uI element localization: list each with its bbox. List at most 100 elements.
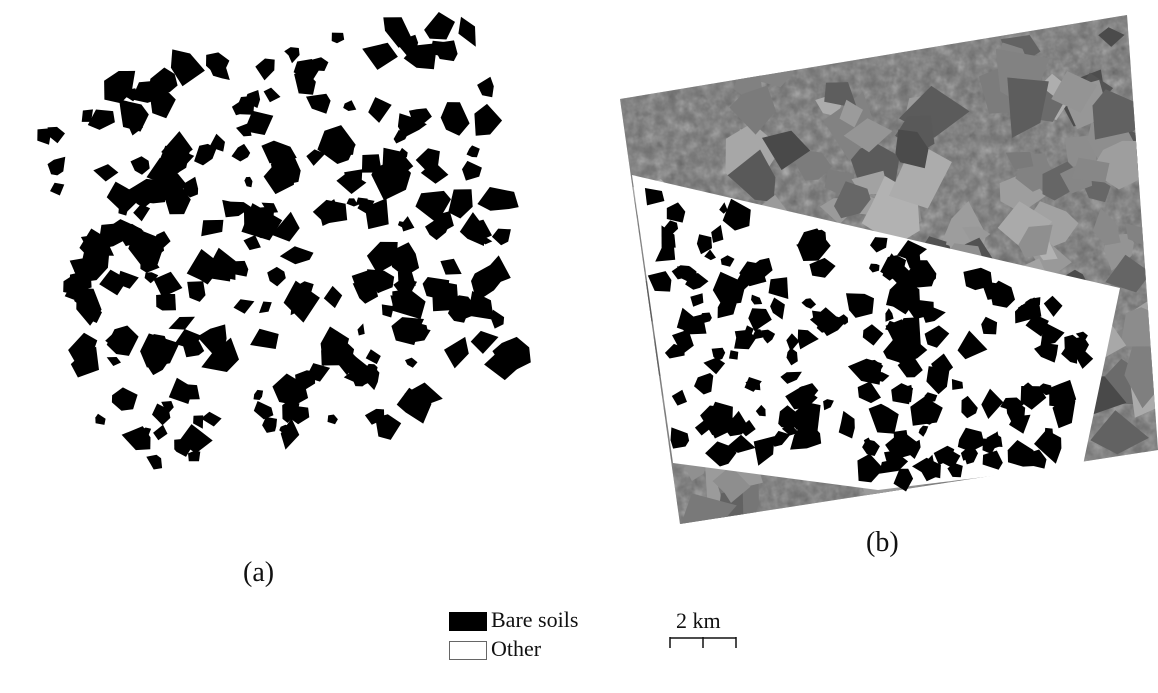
field-patch xyxy=(982,450,1003,470)
field-patch xyxy=(786,347,798,366)
field-patch xyxy=(351,374,367,387)
field-patch xyxy=(153,271,183,298)
field-patch xyxy=(1120,307,1158,347)
field-patch xyxy=(185,433,202,450)
field-patch xyxy=(862,439,880,456)
field-patch xyxy=(161,401,174,415)
field-patch xyxy=(809,257,836,278)
field-patch xyxy=(259,301,272,314)
field-patch xyxy=(1025,314,1049,337)
field-patch xyxy=(491,309,505,329)
field-patch xyxy=(201,337,239,372)
field-patch xyxy=(1009,414,1031,434)
field-patch xyxy=(262,416,277,433)
field-patch xyxy=(886,282,913,308)
field-patch xyxy=(123,88,139,102)
field-patch xyxy=(364,408,385,425)
bare-soil-patches-a xyxy=(37,12,531,470)
field-patch xyxy=(905,253,921,272)
field-patch xyxy=(244,176,253,188)
field-patch xyxy=(803,229,827,250)
field-patch xyxy=(666,202,686,223)
field-patch xyxy=(424,12,455,40)
field-patch xyxy=(846,293,874,318)
field-patch xyxy=(834,181,871,219)
field-patch xyxy=(655,246,676,262)
field-patch xyxy=(1092,208,1121,246)
field-patch xyxy=(182,337,205,358)
field-patch xyxy=(893,468,914,492)
field-patch xyxy=(1074,348,1094,369)
field-patch xyxy=(672,329,694,355)
field-patch xyxy=(383,17,412,48)
field-patch xyxy=(1020,386,1047,410)
field-patch xyxy=(255,58,275,81)
field-patch xyxy=(127,116,143,136)
field-patch xyxy=(243,235,261,251)
field-patch xyxy=(194,143,217,166)
field-patch xyxy=(149,87,176,119)
field-patch xyxy=(724,298,737,313)
field-patch xyxy=(793,149,832,181)
field-patch xyxy=(37,128,52,145)
field-patch xyxy=(491,228,511,246)
field-patch xyxy=(95,413,106,425)
field-patch xyxy=(726,434,756,453)
field-patch xyxy=(329,330,344,346)
field-patch xyxy=(362,42,398,70)
field-patch xyxy=(1052,399,1076,429)
field-patch xyxy=(957,330,988,360)
field-patch xyxy=(467,291,494,320)
field-patch xyxy=(801,298,817,309)
field-patch xyxy=(678,314,707,335)
field-patch xyxy=(121,426,151,451)
field-patch xyxy=(365,198,389,230)
field-patch xyxy=(790,417,822,450)
field-patch xyxy=(156,180,174,201)
field-patch xyxy=(796,241,815,256)
field-patch xyxy=(786,333,800,352)
field-patch xyxy=(744,377,762,392)
field-patch xyxy=(823,399,834,411)
field-patch xyxy=(415,148,440,171)
field-patch xyxy=(696,234,712,255)
field-patch xyxy=(477,187,519,211)
field-patch xyxy=(146,349,162,367)
field-patch xyxy=(462,160,482,181)
field-patch xyxy=(69,269,92,294)
field-patch xyxy=(685,273,709,290)
field-patch xyxy=(837,314,849,325)
field-patch xyxy=(470,330,499,354)
field-patch xyxy=(357,323,365,336)
field-patch xyxy=(1092,89,1155,140)
field-patch xyxy=(267,266,286,287)
field-patch xyxy=(1000,397,1025,412)
field-patch xyxy=(335,141,355,156)
field-patch xyxy=(47,156,66,176)
field-patch xyxy=(148,67,178,93)
field-patch xyxy=(405,357,418,368)
field-patch xyxy=(415,190,451,224)
field-patch xyxy=(161,131,193,163)
field-patch xyxy=(771,430,791,447)
field-patch xyxy=(661,225,676,248)
field-patch xyxy=(870,237,888,253)
field-patch xyxy=(382,147,414,182)
field-patch xyxy=(1015,305,1042,324)
bare-soil-patches-b xyxy=(644,188,1094,492)
field-patch xyxy=(244,110,274,135)
field-patch xyxy=(1005,151,1034,170)
field-patch xyxy=(1051,71,1098,113)
field-patch xyxy=(897,339,928,364)
field-patch xyxy=(1037,383,1052,396)
field-patch xyxy=(894,384,913,403)
field-patch xyxy=(647,271,672,292)
field-patch xyxy=(309,57,329,71)
field-patch xyxy=(918,425,929,437)
field-patch xyxy=(813,307,848,337)
field-patch xyxy=(346,198,358,207)
field-patch xyxy=(323,285,343,309)
field-patch xyxy=(253,401,274,420)
field-patch xyxy=(727,149,776,202)
